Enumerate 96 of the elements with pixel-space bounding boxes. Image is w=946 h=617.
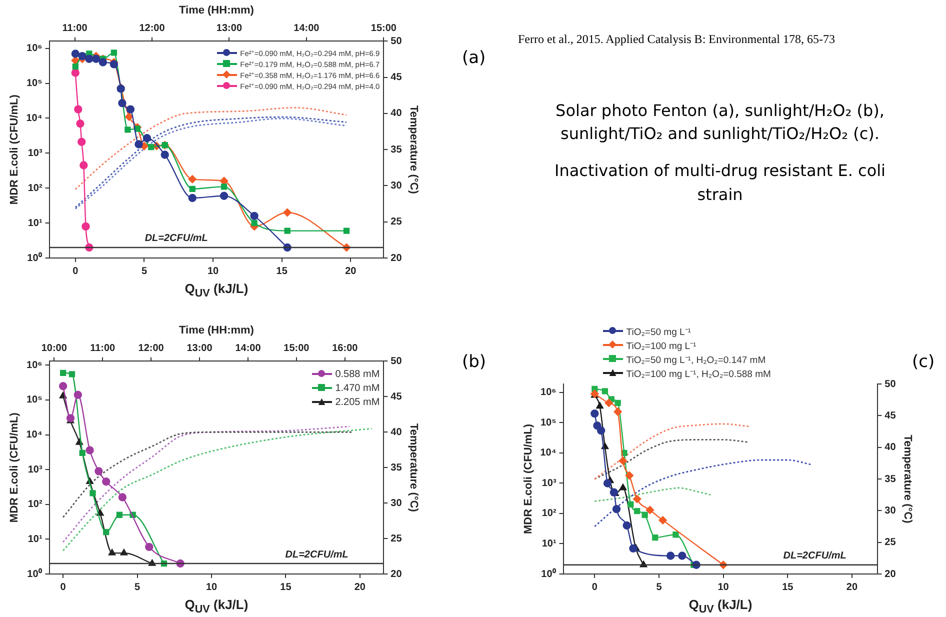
y2-tick-label: 20 (390, 568, 402, 580)
y-tick-label: 10⁴ (26, 112, 42, 124)
y-axis-title: MDR E.coli (CFU/mL) (8, 94, 21, 205)
y-tick-label: 10⁶ (26, 43, 42, 54)
x-tick-label: 15 (782, 582, 794, 593)
x-tick-label: 20 (354, 582, 366, 593)
y-tick-label: 10¹ (28, 218, 43, 229)
y-tick-label: 10² (28, 499, 43, 510)
y2-tick-label: 50 (390, 356, 402, 367)
x2-tick-label: 10:00 (41, 342, 68, 354)
y-tick-label: 10³ (542, 478, 557, 489)
x-tick-label: 10 (206, 582, 218, 593)
y2-tick-label: 30 (390, 180, 402, 192)
y-axis-title: MDR E.coli (CFU/mL) (8, 412, 21, 523)
x-tick-label: 15 (280, 582, 292, 593)
ref-line-label: DL=2CFU/mL (783, 550, 846, 562)
y-tick-label: 10⁰ (541, 568, 556, 580)
x2-tick-label: 11:00 (90, 342, 116, 354)
text: (c) (912, 352, 935, 372)
x2-axis-title: Time (HH:mm) (178, 4, 254, 17)
x-tick-label: 15 (276, 266, 288, 277)
x2-tick-label: 12:00 (138, 342, 164, 354)
y2-tick-label: 20 (390, 252, 402, 264)
y2-axis-title: Temperature (°C) (407, 423, 420, 512)
x2-tick-label: 13:00 (216, 22, 242, 34)
legend-label: TiO₂=100 mg L⁻¹, H₂O₂=0.588 mM (626, 368, 771, 380)
y-tick-label: 10⁵ (26, 78, 43, 90)
y2-tick-label: 45 (390, 72, 402, 84)
x-axis-title: Q$_{UV}$ (kJ/L) (184, 281, 250, 300)
y-tick-label: 10² (542, 508, 557, 520)
y2-tick-label: 25 (884, 537, 896, 548)
text: Inactivation of multi-drug resistant E. coli strain (554, 160, 886, 206)
x-axis-title: Q$_{UV}$ (kJ/L) (184, 597, 250, 616)
x-tick-label: 10 (718, 582, 730, 593)
x-tick-label: 10 (207, 266, 220, 277)
x2-tick-label: 15:00 (284, 342, 310, 354)
y-tick-label: 10⁰ (27, 252, 42, 264)
y2-tick-label: 25 (390, 533, 402, 544)
text: Solar photo Fenton (a), sunlight/H₂O₂ (b), sunlight/TiO₂ and sunlight/TiO₂/H₂O₂ (c). (554, 100, 886, 146)
x-tick-label: 20 (345, 266, 357, 277)
x2-tick-label: 14:00 (294, 22, 320, 34)
y2-axis-title: Temperature (°C) (407, 105, 420, 194)
ref-line-label: DL=2CFU/mL (285, 549, 348, 560)
legend-label: 2.205 mM (335, 396, 380, 408)
y2-tick-label: 30 (390, 498, 402, 509)
y-tick-label: 10⁰ (27, 568, 42, 580)
y2-tick-label: 35 (390, 144, 402, 156)
x2-tick-label: 13:00 (186, 342, 213, 354)
x-tick-label: 0 (592, 582, 598, 593)
y-tick-label: 10⁵ (540, 417, 557, 428)
x2-tick-label: 12:00 (139, 22, 166, 34)
y-tick-label: 10⁶ (26, 360, 42, 371)
x2-tick-label: 16:00 (332, 342, 358, 354)
legend-label: TiO₂=50 mg L⁻¹, H₂O₂=0.147 mM (626, 354, 766, 366)
x2-tick-label: 14:00 (235, 342, 262, 354)
y-tick-label: 10³ (28, 148, 43, 159)
y2-tick-label: 50 (390, 36, 402, 47)
x-axis-title: Q$_{UV}$ (kJ/L) (688, 597, 754, 616)
legend-label: 0.588 mM (335, 368, 380, 380)
y-tick-label: 10⁴ (26, 430, 42, 441)
y2-tick-label: 30 (884, 505, 896, 516)
legend-label: TiO₂=50 mg L⁻¹ (626, 326, 691, 338)
x-tick-label: 5 (134, 582, 141, 593)
text: Ferro et al., 2015. Applied Catalysis B: Environmental 178, 65-73 (518, 32, 836, 47)
x2-axis-title: Time (HH:mm) (178, 324, 254, 337)
y2-tick-label: 40 (390, 426, 402, 438)
y-tick-label: 10⁴ (540, 448, 556, 459)
y2-tick-label: 35 (884, 474, 896, 485)
x-tick-label: 0 (72, 266, 79, 277)
y-tick-label: 10⁶ (540, 387, 556, 398)
y-tick-label: 10³ (28, 464, 43, 476)
y2-tick-label: 40 (390, 108, 402, 120)
x2-tick-label: 11:00 (62, 22, 88, 34)
x-tick-label: 0 (60, 582, 66, 593)
y2-tick-label: 45 (390, 391, 402, 402)
y-axis-title: MDR E.coli (CFU/mL) (522, 424, 535, 534)
x-tick-label: 5 (141, 266, 148, 277)
y2-tick-label: 20 (884, 568, 896, 580)
legend-label: TiO₂=100 mg L⁻¹ (626, 340, 696, 352)
y-tick-label: 10² (28, 182, 43, 194)
ref-line-label: DL=2CFU/mL (144, 233, 208, 244)
legend-label: 1.470 mM (335, 382, 380, 394)
y2-tick-label: 35 (390, 462, 402, 474)
y-tick-label: 10⁵ (26, 394, 43, 406)
x-tick-label: 20 (846, 582, 858, 593)
y-tick-label: 10¹ (542, 538, 557, 550)
y-tick-label: 10¹ (28, 534, 43, 545)
text: (a) (462, 48, 486, 68)
x2-tick-label: 15:00 (370, 22, 397, 34)
y2-axis-title: Temperature (°C) (901, 434, 914, 524)
y2-tick-label: 50 (884, 378, 896, 390)
y2-tick-label: 45 (884, 410, 896, 422)
text: (b) (462, 352, 486, 372)
y2-tick-label: 25 (390, 216, 402, 228)
y2-tick-label: 40 (884, 442, 896, 454)
x-tick-label: 5 (656, 582, 662, 593)
